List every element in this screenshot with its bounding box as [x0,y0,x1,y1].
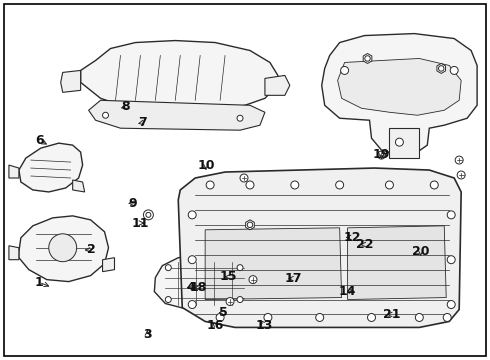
Ellipse shape [439,66,444,71]
Ellipse shape [237,115,243,121]
Ellipse shape [455,156,463,164]
Text: 15: 15 [219,270,237,283]
Polygon shape [390,128,419,158]
Ellipse shape [336,181,343,189]
Ellipse shape [188,301,196,309]
Ellipse shape [146,212,151,217]
Polygon shape [265,75,290,95]
Polygon shape [9,246,19,260]
Polygon shape [61,71,81,92]
Text: 13: 13 [256,319,273,332]
Text: 5: 5 [219,306,227,319]
Ellipse shape [246,181,254,189]
Ellipse shape [368,314,375,321]
Polygon shape [81,41,278,112]
Polygon shape [9,165,19,178]
Polygon shape [338,58,461,115]
Ellipse shape [430,181,438,189]
Text: 18: 18 [190,281,207,294]
Polygon shape [245,220,254,230]
Text: 19: 19 [373,148,391,161]
Text: 21: 21 [383,308,400,321]
Text: 14: 14 [339,285,356,298]
Ellipse shape [249,276,257,284]
Ellipse shape [450,67,458,75]
Ellipse shape [395,138,403,146]
Text: 16: 16 [207,319,224,332]
Polygon shape [102,258,115,272]
Text: 4: 4 [187,281,196,294]
Ellipse shape [240,174,248,182]
Ellipse shape [216,314,224,321]
Text: 11: 11 [131,216,149,230]
Ellipse shape [365,56,370,61]
Ellipse shape [237,265,243,271]
Ellipse shape [206,181,214,189]
Ellipse shape [102,112,108,118]
Ellipse shape [416,314,423,321]
Ellipse shape [457,171,465,179]
Polygon shape [73,180,85,192]
Text: 9: 9 [128,197,137,210]
Polygon shape [322,33,477,155]
Polygon shape [19,216,108,282]
Text: 2: 2 [87,243,96,256]
Text: 12: 12 [343,231,361,244]
Ellipse shape [377,151,386,159]
Ellipse shape [188,256,196,264]
Polygon shape [347,226,446,300]
Ellipse shape [49,234,76,262]
Text: 17: 17 [285,272,302,285]
Ellipse shape [264,314,272,321]
Polygon shape [363,54,372,63]
Polygon shape [178,168,461,328]
Ellipse shape [316,314,324,321]
Ellipse shape [447,301,455,309]
Ellipse shape [443,314,451,321]
Ellipse shape [447,211,455,219]
Text: 1: 1 [35,276,44,289]
Polygon shape [154,254,256,310]
Ellipse shape [291,181,299,189]
Text: 10: 10 [197,159,215,172]
Ellipse shape [341,67,348,75]
Text: 3: 3 [143,328,152,341]
Ellipse shape [447,256,455,264]
Ellipse shape [165,265,172,271]
Text: 20: 20 [412,245,429,258]
Ellipse shape [165,297,172,302]
Ellipse shape [386,181,393,189]
Polygon shape [89,100,265,130]
Text: 6: 6 [36,134,44,147]
Ellipse shape [247,222,253,228]
Ellipse shape [188,211,196,219]
Ellipse shape [226,298,234,306]
Polygon shape [437,63,445,73]
Text: 7: 7 [138,116,147,129]
Polygon shape [19,143,83,192]
Ellipse shape [144,210,153,220]
Polygon shape [205,228,342,300]
Ellipse shape [237,297,243,302]
Text: 8: 8 [121,100,130,113]
Text: 22: 22 [356,238,373,251]
